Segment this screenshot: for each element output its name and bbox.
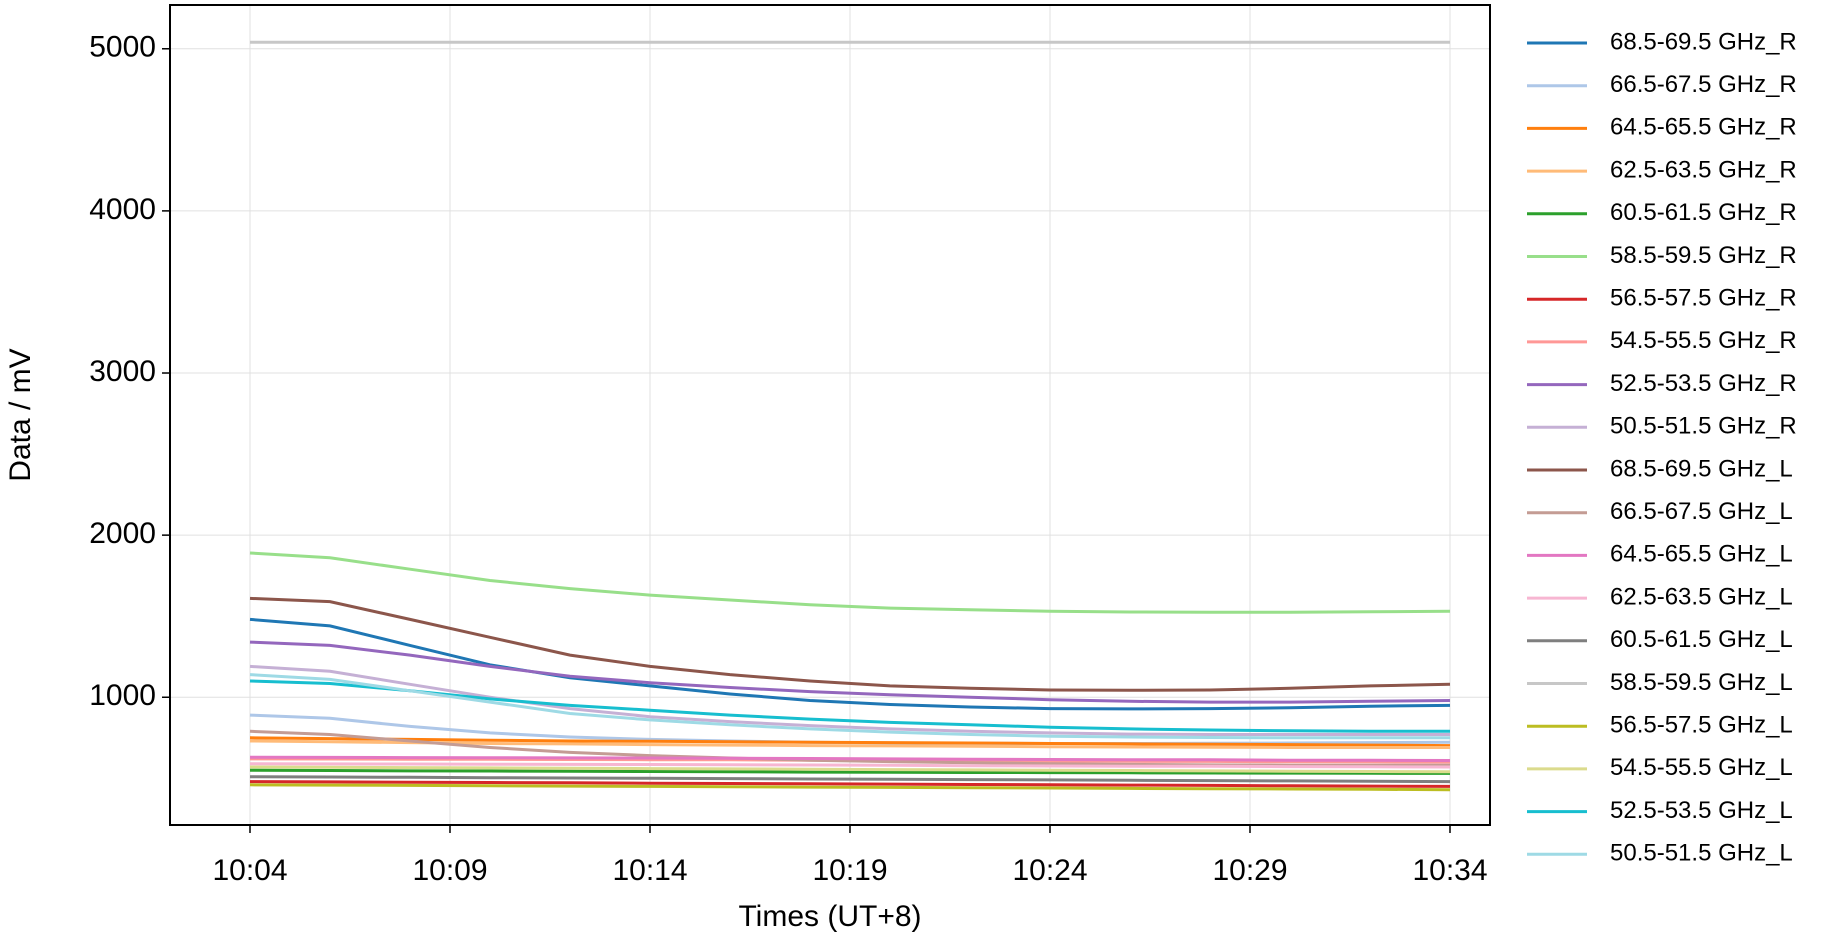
legend-label: 60.5-61.5 GHz_L — [1610, 626, 1793, 653]
plot-frame — [169, 4, 1491, 826]
series-line — [249, 783, 1451, 792]
series-line — [249, 617, 1451, 711]
y-tick-label: 1000 — [89, 679, 156, 712]
y-axis-label: Data / mV — [4, 348, 37, 481]
x-tick-label: 10:19 — [812, 854, 887, 887]
legend-label: 50.5-51.5 GHz_R — [1610, 413, 1797, 440]
x-tick-label: 10:24 — [1012, 854, 1087, 887]
y-tick-label: 4000 — [89, 193, 156, 226]
legend-label: 64.5-65.5 GHz_R — [1610, 114, 1797, 141]
legend-label: 52.5-53.5 GHz_R — [1610, 370, 1797, 397]
legend-label: 66.5-67.5 GHz_L — [1610, 498, 1793, 525]
legend-label: 60.5-61.5 GHz_R — [1610, 199, 1797, 226]
x-tick-label: 10:14 — [612, 854, 687, 887]
y-tick-label: 3000 — [89, 355, 156, 388]
series-line — [249, 664, 1450, 736]
legend-label: 54.5-55.5 GHz_L — [1610, 754, 1793, 781]
series-line — [249, 762, 1451, 769]
x-tick-label: 10:34 — [1412, 854, 1487, 887]
legend-label: 56.5-57.5 GHz_R — [1610, 285, 1797, 312]
series-line — [249, 679, 1450, 733]
legend-label: 56.5-57.5 GHz_L — [1610, 712, 1793, 739]
legend-label: 64.5-65.5 GHz_L — [1610, 541, 1793, 568]
y-tick-label: 5000 — [89, 31, 156, 64]
legend-label: 52.5-53.5 GHz_L — [1610, 797, 1793, 824]
legend-label: 54.5-55.5 GHz_R — [1610, 327, 1797, 354]
series-line — [249, 736, 1451, 748]
series-line — [249, 775, 1451, 784]
legend-label: 62.5-63.5 GHz_R — [1610, 156, 1797, 183]
legend-label: 62.5-63.5 GHz_L — [1610, 583, 1793, 610]
series-line — [249, 596, 1451, 692]
legend-label: 68.5-69.5 GHz_L — [1610, 455, 1793, 482]
legend-label: 50.5-51.5 GHz_L — [1610, 840, 1793, 867]
legend-label: 58.5-59.5 GHz_L — [1610, 669, 1793, 696]
legend-label: 58.5-59.5 GHz_R — [1610, 242, 1797, 269]
series-line — [249, 765, 1451, 774]
series-line — [249, 755, 1451, 762]
series-line — [249, 640, 1451, 704]
series-line — [249, 780, 1451, 788]
x-tick-label: 10:04 — [212, 854, 287, 887]
legend-label: 66.5-67.5 GHz_R — [1610, 71, 1797, 98]
series-line — [249, 768, 1451, 775]
series-line — [249, 673, 1450, 740]
x-tick-label: 10:09 — [412, 854, 487, 887]
y-tick-label: 2000 — [89, 517, 156, 550]
x-axis-label: Times (UT+8) — [738, 900, 921, 933]
series-line — [249, 551, 1451, 614]
x-tick-label: 10:29 — [1212, 854, 1287, 887]
legend-label: 68.5-69.5 GHz_R — [1610, 28, 1797, 55]
